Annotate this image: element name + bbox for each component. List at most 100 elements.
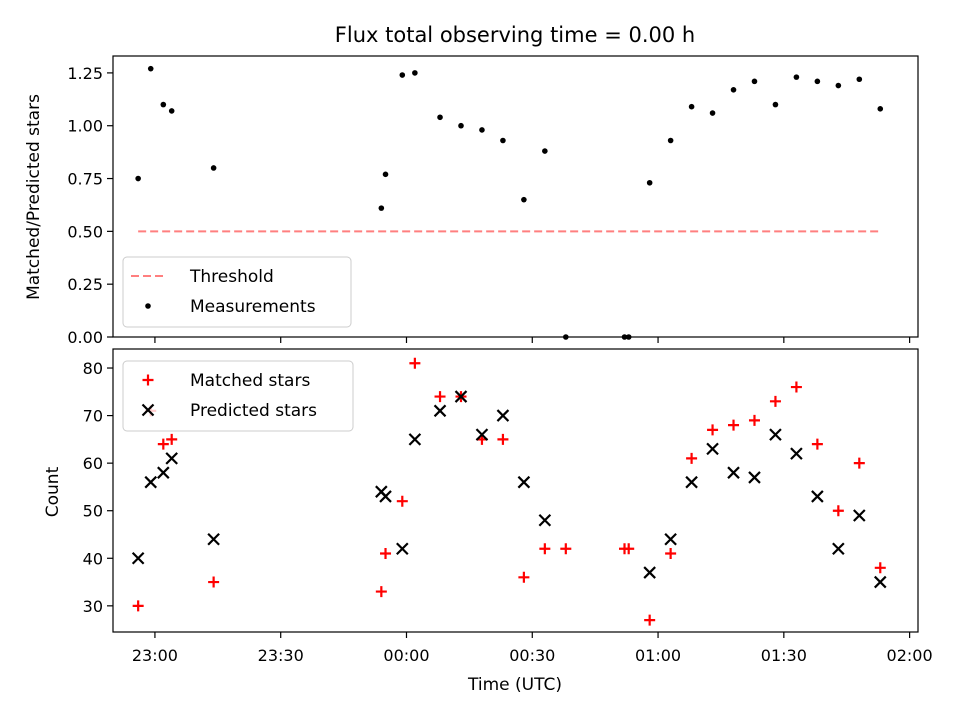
time-axis-label: Time (UTC) — [467, 675, 562, 695]
matched-star-point — [853, 457, 865, 469]
matched-star-point — [560, 543, 572, 555]
measurement-point — [210, 165, 217, 171]
predicted-star-point — [873, 575, 887, 589]
y-tick-label: 0.25 — [67, 275, 103, 294]
predicted-star-point — [790, 447, 803, 460]
measurement-point — [877, 106, 884, 112]
measurement-point — [500, 137, 506, 144]
count-axis-label: Count — [43, 466, 63, 517]
matched-star-point — [644, 614, 656, 626]
measurement-point — [412, 70, 418, 76]
matched-star-point — [518, 571, 530, 583]
measurement-point — [160, 101, 167, 108]
predicted-star-point — [131, 551, 145, 565]
matched-star-point — [769, 395, 781, 407]
measurement-point — [751, 78, 758, 85]
legend-label: Matched stars — [190, 371, 310, 391]
measurement-point — [135, 175, 141, 182]
predicted-star-point — [727, 466, 740, 479]
predicted-star-point — [538, 513, 552, 527]
predicted-star-point — [144, 475, 158, 489]
predicted-star-point — [454, 390, 468, 403]
x-tick-label: 23:30 — [258, 646, 304, 665]
matched-star-point — [497, 433, 509, 445]
y-tick-label: 80 — [83, 359, 103, 378]
measurement-point — [688, 103, 695, 110]
x-tick-label: 01:30 — [761, 646, 807, 665]
y-tick-label: 0.00 — [67, 328, 103, 347]
matched-star-point — [874, 562, 886, 574]
predicted-star-point — [157, 466, 170, 479]
measurement-point — [458, 122, 464, 129]
matched-star-point — [396, 495, 408, 507]
predicted-star-point — [769, 428, 782, 441]
predicted-star-point — [408, 433, 422, 446]
measurement-point — [667, 137, 674, 144]
predicted-star-point — [207, 532, 220, 546]
measurement-point — [399, 72, 406, 78]
ratio-panel: 0.00 0.25 0.50 0.75 1.00 1.25 Threshold Measure… — [67, 55, 919, 347]
matched-star-point — [434, 391, 446, 403]
matched-star-point — [728, 419, 740, 431]
matched-star-point — [380, 548, 392, 560]
x-tick-label: 00:30 — [509, 646, 555, 665]
matched-star-point — [790, 381, 802, 393]
x-tick-label: 00:00 — [383, 646, 429, 665]
y-tick-label: 50 — [83, 502, 103, 521]
x-tick-label: 02:00 — [887, 646, 933, 665]
measurement-point — [378, 205, 385, 211]
measurement-point — [147, 65, 154, 72]
predicted-star-point — [811, 490, 824, 503]
measurement-point — [382, 171, 389, 178]
y-tick-label: 1.00 — [67, 117, 103, 136]
matched-star-point — [748, 414, 760, 426]
measurement-point — [835, 82, 842, 89]
matched-star-point — [686, 452, 698, 464]
y-tick-label: 1.25 — [67, 64, 103, 83]
predicted-star-point — [396, 542, 409, 556]
y-tick-label: 40 — [83, 549, 103, 568]
predicted-star-point — [496, 409, 510, 422]
matched-star-point — [157, 438, 169, 450]
axes-frame — [112, 348, 919, 633]
measurement-point — [542, 148, 548, 154]
measurement-point — [730, 87, 737, 93]
predicted-star-point — [433, 404, 447, 418]
legend-box — [122, 360, 354, 432]
predicted-star-point — [664, 532, 677, 546]
matched-star-point — [665, 548, 677, 560]
matched-star-point — [132, 600, 144, 612]
measurement-point — [646, 179, 653, 186]
legend-label: Threshold — [189, 267, 274, 287]
matched-star-point — [375, 586, 387, 598]
predicted-star-point — [706, 442, 719, 456]
measurement-point — [793, 74, 800, 80]
legend-predicted-swatch — [141, 403, 155, 417]
measurement-point — [479, 127, 485, 133]
predicted-star-point — [685, 475, 698, 489]
legend-measurement-swatch — [145, 303, 151, 309]
legend-label: Measurements — [190, 297, 316, 317]
predicted-star-point — [643, 566, 656, 579]
predicted-star-point — [517, 475, 531, 489]
measurement-point — [772, 101, 779, 108]
y-tick-label: 0.50 — [67, 222, 103, 241]
legend: Matched stars Predicted stars — [122, 360, 354, 432]
y-tick-label: 60 — [83, 454, 103, 473]
predicted-star-point — [832, 542, 845, 556]
y-tick-label: 30 — [83, 597, 103, 616]
ratio-axis-label: Matched/Predicted stars — [24, 94, 44, 300]
legend-label: Predicted stars — [190, 401, 317, 421]
matched-star-point — [208, 576, 220, 588]
y-tick-label: 0.75 — [67, 170, 103, 189]
predicted-star-point — [748, 471, 761, 484]
x-tick-label: 01:00 — [635, 646, 681, 665]
chart-title: Flux total observing time = 0.00 h — [335, 23, 695, 47]
measurement-point — [856, 76, 863, 83]
measurement-point — [437, 114, 443, 121]
axes-frame — [112, 55, 919, 338]
matched-star-point — [166, 433, 178, 445]
predicted-star-point — [853, 509, 866, 522]
